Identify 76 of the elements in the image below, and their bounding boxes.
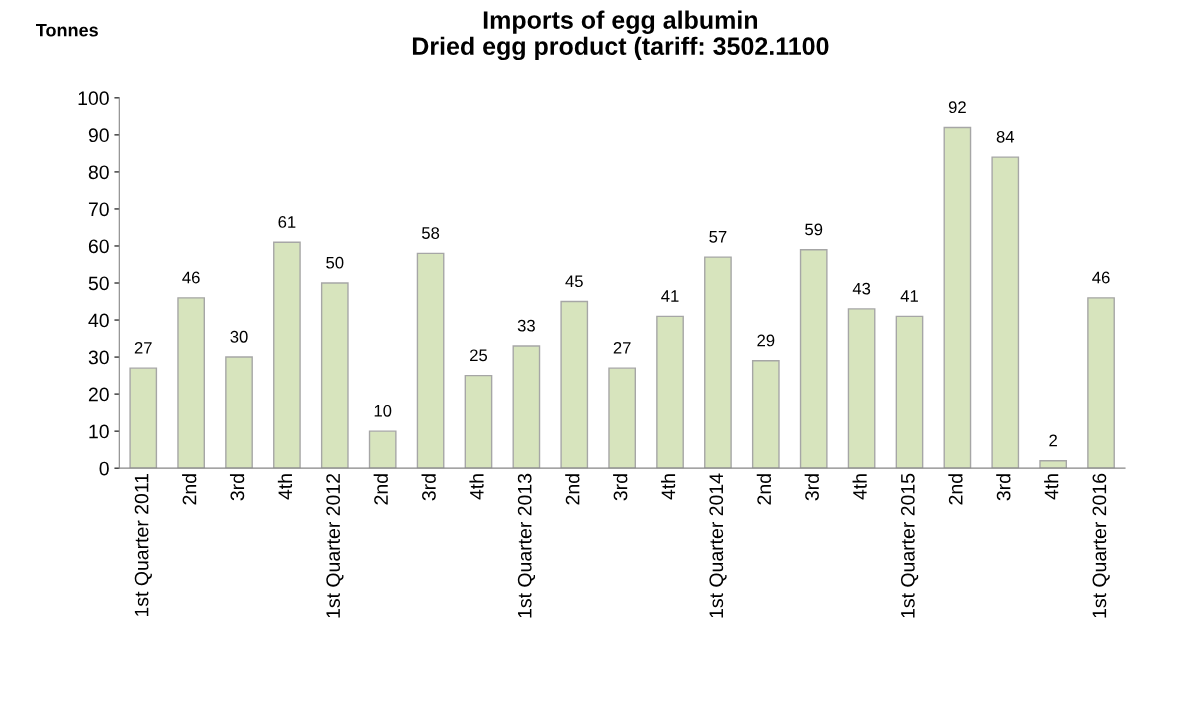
data-label: 43 bbox=[852, 282, 871, 295]
data-label: 46 bbox=[1092, 271, 1110, 284]
y-tick-label: 10 bbox=[89, 424, 109, 439]
bar bbox=[464, 374, 493, 469]
x-tick-label: 2nd bbox=[373, 474, 388, 505]
data-label: 30 bbox=[230, 330, 248, 343]
bar bbox=[991, 156, 1020, 469]
x-tick-label: 1st Quarter 2013 bbox=[517, 473, 536, 618]
x-tick-label: 2nd bbox=[182, 474, 197, 505]
x-tick-label: 3rd bbox=[804, 474, 819, 501]
data-label: 45 bbox=[565, 275, 583, 288]
x-tick-label: 1st Quarter 2016 bbox=[1092, 473, 1110, 618]
data-label: 50 bbox=[326, 256, 344, 269]
y-tick-label: 0 bbox=[99, 461, 109, 476]
bar bbox=[751, 360, 780, 469]
chart-title: Imports of egg albumin Dried egg product (tariff: 3502.1100 bbox=[412, 10, 829, 61]
y-tick-label: 40 bbox=[88, 313, 109, 328]
bar bbox=[177, 297, 206, 469]
bar bbox=[368, 430, 397, 469]
x-tick-label: 3rd bbox=[229, 474, 245, 501]
x-tick-label: 1st Quarter 2012 bbox=[326, 473, 344, 618]
bar bbox=[1039, 460, 1068, 469]
bar bbox=[273, 241, 301, 469]
y-tick-label: 80 bbox=[88, 165, 109, 180]
x-tick-label: 4th bbox=[660, 474, 676, 500]
data-label: 57 bbox=[709, 231, 727, 243]
bar bbox=[560, 300, 589, 469]
x-tick-label: 3rd bbox=[421, 474, 436, 501]
bar bbox=[512, 345, 541, 469]
y-tick-label: 70 bbox=[88, 202, 109, 217]
y-tick-label: 30 bbox=[88, 350, 109, 365]
bar bbox=[320, 282, 349, 469]
bar bbox=[225, 356, 253, 469]
y-tick-label: 90 bbox=[88, 128, 109, 143]
data-label: 41 bbox=[661, 290, 679, 302]
data-label: 58 bbox=[421, 227, 440, 239]
x-tick-label: 3rd bbox=[613, 474, 628, 501]
x-tick-label: 4th bbox=[277, 474, 293, 500]
data-label: 92 bbox=[948, 101, 966, 114]
bar bbox=[656, 315, 684, 469]
x-tick-label: 2nd bbox=[756, 474, 772, 505]
bar bbox=[895, 315, 924, 469]
bar bbox=[129, 367, 158, 469]
bar bbox=[943, 126, 972, 469]
y-tick-label: 100 bbox=[78, 91, 109, 106]
x-tick-label: 4th bbox=[1044, 474, 1059, 500]
data-label: 61 bbox=[278, 216, 296, 228]
x-tick-label: 2nd bbox=[948, 474, 963, 505]
data-label: 2 bbox=[1049, 434, 1057, 447]
data-label: 84 bbox=[996, 130, 1015, 143]
data-label: 46 bbox=[182, 271, 200, 284]
bar bbox=[608, 367, 637, 469]
bar bbox=[1087, 297, 1115, 469]
bar bbox=[416, 252, 445, 469]
y-axis-title: Tonnes bbox=[35, 23, 98, 37]
x-tick-label: 1st Quarter 2015 bbox=[900, 473, 919, 618]
y-tick-label: 20 bbox=[88, 387, 109, 402]
bar bbox=[799, 248, 828, 469]
x-tick-label: 1st Quarter 2014 bbox=[709, 473, 727, 618]
bar bbox=[847, 308, 876, 469]
bar bbox=[704, 256, 732, 469]
data-label: 25 bbox=[470, 349, 488, 362]
data-label: 10 bbox=[374, 404, 392, 417]
data-label: 41 bbox=[900, 290, 918, 302]
x-tick-label: 4th bbox=[469, 474, 484, 500]
data-label: 59 bbox=[805, 223, 823, 236]
data-label: 27 bbox=[134, 341, 152, 354]
x-tick-label: 4th bbox=[852, 474, 867, 500]
y-tick-label: 60 bbox=[88, 239, 109, 254]
data-label: 33 bbox=[517, 319, 535, 332]
x-tick-label: 1st Quarter 2011 bbox=[134, 473, 152, 617]
data-label: 27 bbox=[613, 341, 631, 354]
x-tick-label: 2nd bbox=[565, 474, 580, 505]
data-label: 29 bbox=[757, 334, 775, 347]
y-tick-label: 50 bbox=[88, 276, 109, 291]
x-tick-label: 3rd bbox=[996, 474, 1011, 501]
